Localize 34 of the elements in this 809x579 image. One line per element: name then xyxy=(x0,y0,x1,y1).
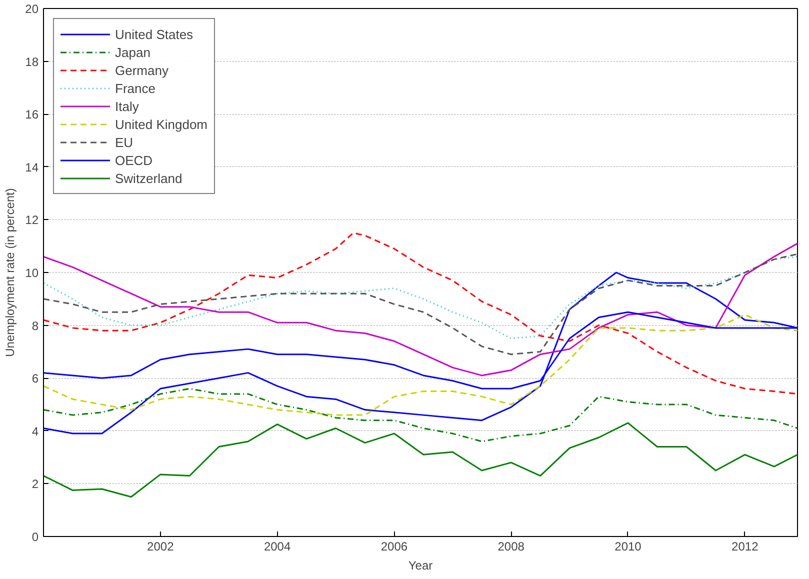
x-tick-label: 2004 xyxy=(264,540,291,554)
legend-label: EU xyxy=(115,134,134,151)
y-axis-title: Unemployment rate (in percent) xyxy=(3,188,18,357)
y-tick-label: 4 xyxy=(32,424,39,438)
x-tick-label: 2012 xyxy=(732,540,759,554)
y-tick-label: 12 xyxy=(25,213,39,228)
y-tick-label: 16 xyxy=(25,108,39,122)
legend-label: United States xyxy=(115,26,194,43)
x-tick-label: 2002 xyxy=(147,540,174,554)
legend-label: United Kingdom xyxy=(115,116,208,133)
x-axis-title: Year xyxy=(408,558,433,572)
y-tick-label: 6 xyxy=(32,372,39,386)
legend-label: Germany xyxy=(115,62,168,79)
line-series xyxy=(44,422,798,498)
y-tick-label: 10 xyxy=(25,266,39,280)
x-tick-label: 2010 xyxy=(614,540,642,554)
line-series xyxy=(44,314,798,416)
y-tick-label: 20 xyxy=(25,2,39,16)
y-tick-label: 18 xyxy=(25,54,39,69)
legend-label: OECD xyxy=(115,152,153,169)
y-tick-label: 0 xyxy=(32,530,39,544)
x-tick-label: 2008 xyxy=(498,540,525,554)
line-series xyxy=(44,388,798,442)
y-tick-label: 8 xyxy=(32,318,39,333)
legend-label: Switzerland xyxy=(115,170,182,187)
line-series xyxy=(44,256,798,340)
legend-label: France xyxy=(115,80,156,97)
y-tick-label: 14 xyxy=(25,160,39,174)
y-tick-label: 2 xyxy=(32,477,39,492)
x-tick-label: 2006 xyxy=(380,540,408,554)
legend-label: Italy xyxy=(115,98,139,115)
legend-label: Japan xyxy=(115,44,150,61)
line-series xyxy=(44,242,798,376)
line-series xyxy=(44,253,798,356)
